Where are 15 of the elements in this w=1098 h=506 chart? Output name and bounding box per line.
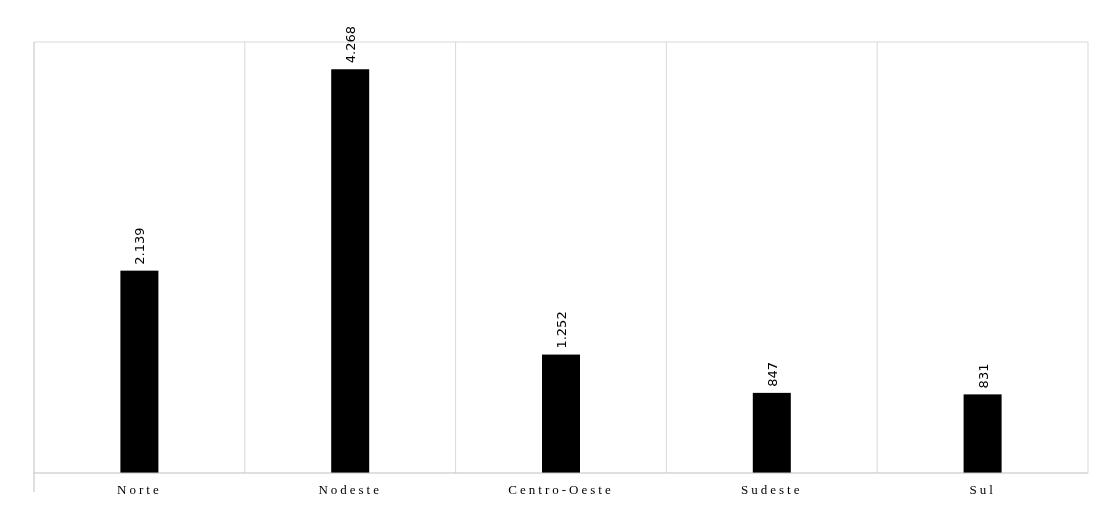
- data-label: 2.139: [132, 227, 148, 265]
- bar: [120, 270, 159, 473]
- x-tick-label: Sudeste: [741, 482, 803, 497]
- data-label: 847: [764, 362, 780, 387]
- data-label: 1.252: [554, 311, 569, 349]
- x-tick-label: Nodeste: [318, 482, 382, 497]
- data-label: 4.268: [343, 26, 359, 64]
- bar: [331, 69, 370, 473]
- bar: [752, 392, 791, 473]
- data-label: 831: [975, 363, 991, 389]
- x-tick-label: Centro-Oeste: [508, 482, 614, 497]
- x-tick-label: Norte: [117, 482, 162, 497]
- bar: [542, 354, 580, 473]
- bar: [963, 394, 1002, 473]
- x-tick-label: Sul: [969, 482, 996, 497]
